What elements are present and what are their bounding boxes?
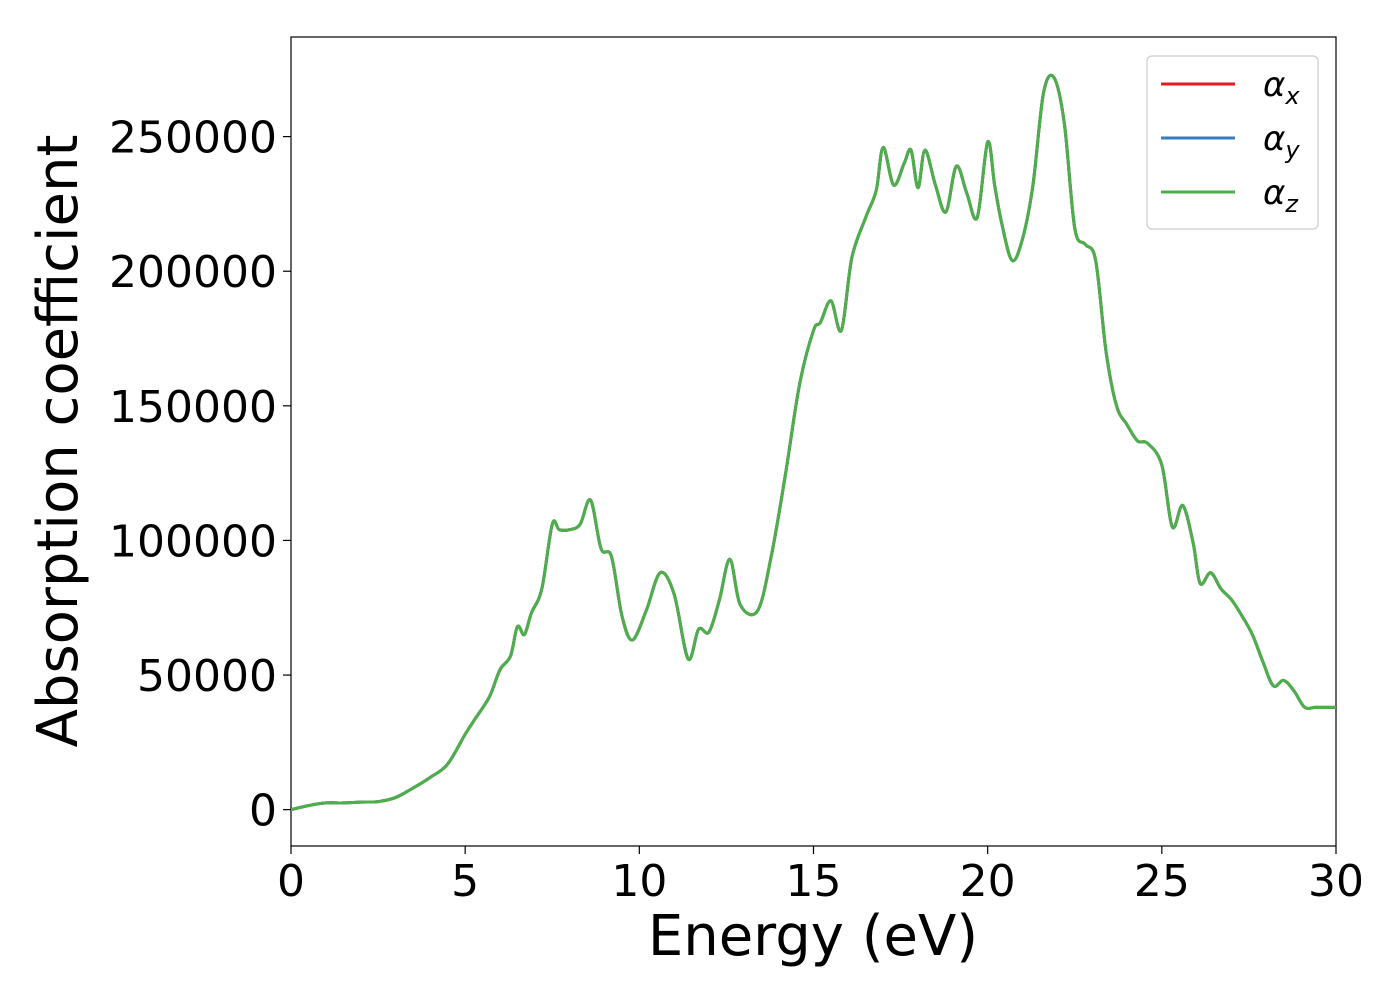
legend: αx αy αz — [1146, 55, 1319, 230]
x-tick-label: 30 — [1308, 856, 1364, 907]
legend-label-alpha-x: αx — [1263, 65, 1300, 110]
legend-label-alpha-y: αy — [1263, 119, 1300, 164]
y-axis-label: Absorption coefficient — [26, 135, 91, 748]
y-tick-label: 50000 — [137, 651, 277, 702]
legend-items: αx αy αz — [1161, 65, 1300, 218]
series-line-alpha-z — [291, 73, 1336, 812]
y-tick-label: 0 — [249, 786, 277, 837]
x-tick-label: 15 — [786, 856, 842, 907]
x-axis-ticks: 0 5 10 15 20 25 30 — [277, 846, 1364, 907]
x-tick-label: 20 — [960, 856, 1016, 907]
x-tick-label: 10 — [611, 856, 667, 907]
y-tick-label: 250000 — [109, 113, 277, 164]
y-tick-label: 150000 — [109, 382, 277, 433]
y-tick-label: 200000 — [109, 247, 277, 298]
x-axis-label: Energy (eV) — [648, 904, 978, 969]
legend-frame — [1146, 55, 1319, 230]
x-tick-label: 0 — [277, 856, 305, 907]
x-tick-label: 25 — [1134, 856, 1190, 907]
legend-label-alpha-z: αz — [1263, 173, 1299, 218]
series-layer — [291, 73, 1336, 812]
x-tick-label: 5 — [451, 856, 479, 907]
y-tick-label: 100000 — [109, 516, 277, 567]
y-axis-ticks: 0 50000 100000 150000 200000 250000 — [109, 113, 291, 837]
